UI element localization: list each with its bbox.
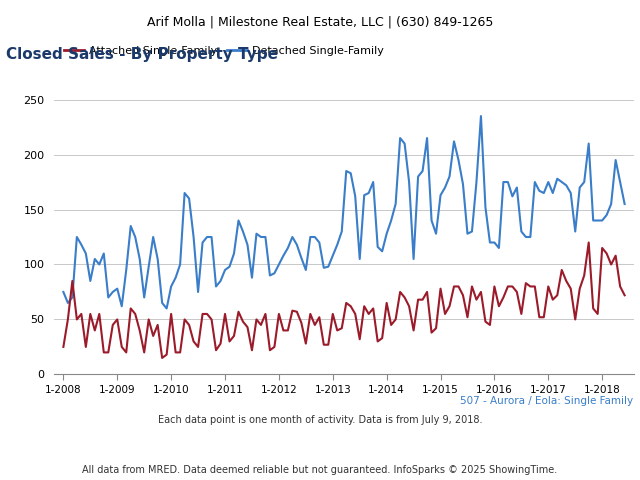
Text: All data from MRED. Data deemed reliable but not guaranteed. InfoSparks © 2025 S: All data from MRED. Data deemed reliable…	[83, 465, 557, 475]
Text: 507 - Aurora / Eola: Single Family: 507 - Aurora / Eola: Single Family	[460, 396, 634, 406]
Legend: Attached Single-Family, Detached Single-Family: Attached Single-Family, Detached Single-…	[60, 42, 388, 60]
Text: Arif Molla | Milestone Real Estate, LLC | (630) 849-1265: Arif Molla | Milestone Real Estate, LLC …	[147, 15, 493, 29]
Text: Closed Sales - By Property Type: Closed Sales - By Property Type	[6, 48, 278, 62]
Text: Each data point is one month of activity. Data is from July 9, 2018.: Each data point is one month of activity…	[157, 415, 483, 425]
